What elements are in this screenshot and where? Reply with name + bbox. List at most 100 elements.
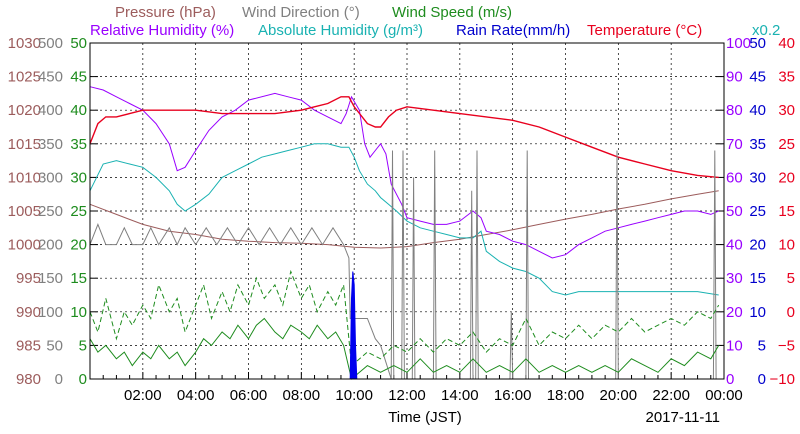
y-tick-label-rain: 50 (749, 35, 766, 52)
y-tick-label-temperature: 15 (778, 203, 795, 220)
y-tick-label-wind-speed: 5 (79, 337, 87, 354)
y-tick-label-temperature: 40 (778, 35, 795, 52)
x-axis-title: Time (JST) (388, 409, 462, 426)
y-tick-label-humidity: 30 (726, 270, 743, 287)
y-tick-label-rain: 10 (749, 304, 766, 321)
x-tick-label: 14:00 (441, 387, 479, 404)
date-label: 2017-11-11 (645, 409, 720, 426)
series-absolute-humidity-g-m (89, 143, 719, 296)
y-tick-label-pressure: 1020 (8, 102, 41, 119)
x-tick-label: 16:00 (494, 387, 532, 404)
y-tick-label-wind-speed: 20 (70, 237, 87, 254)
x-tick-label: 20:00 (600, 387, 638, 404)
y-tick-label-wind-speed: 10 (70, 304, 87, 321)
series-pressure-hpa (89, 190, 719, 249)
y-tick-label-pressure: 990 (16, 304, 41, 321)
y-tick-label-temperature: 25 (778, 136, 795, 153)
y-tick-label-pressure: 1025 (8, 69, 41, 86)
y-tick-label-pressure: 985 (16, 337, 41, 354)
x-tick-label: 08:00 (283, 387, 321, 404)
legend-absolute-humidity: Absolute Humidity (g/m³) (258, 22, 423, 39)
y-tick-label-pressure: 1015 (8, 136, 41, 153)
y-tick-label-temperature: 30 (778, 102, 795, 119)
y-tick-label-rain: 15 (749, 270, 766, 287)
y-tick-label-temperature: 20 (778, 169, 795, 186)
y-tick-label-wind-dir: 100 (38, 304, 63, 321)
series-layer (89, 86, 720, 380)
x-tick-label: 12:00 (388, 387, 426, 404)
y-tick-label-wind-dir: 450 (38, 69, 63, 86)
y-tick-label-wind-speed: 35 (70, 136, 87, 153)
legend-relative-humidity: Relative Humidity (%) (90, 22, 234, 39)
y-tick-label-pressure: 980 (16, 371, 41, 388)
y-tick-label-wind-dir: 150 (38, 270, 63, 287)
y-tick-label-humidity: 0 (726, 371, 734, 388)
x-tick-label: 04:00 (177, 387, 215, 404)
x-tick-label: 06:00 (230, 387, 268, 404)
y-tick-label-rain: 30 (749, 169, 766, 186)
y-tick-label-wind-speed: 50 (70, 35, 87, 52)
y-tick-label-wind-speed: 40 (70, 102, 87, 119)
legend-wind-speed: Wind Speed (m/s) (392, 4, 512, 21)
series-rain-rate-mm-h (349, 271, 358, 380)
y-tick-label-pressure: 1030 (8, 35, 41, 52)
x-tick-label: 18:00 (547, 387, 585, 404)
y-tick-label-pressure: 1010 (8, 169, 41, 186)
y-tick-label-wind-dir: 50 (46, 337, 63, 354)
y-tick-label-wind-dir: 200 (38, 237, 63, 254)
series-relative-humidity (89, 86, 719, 259)
y-tick-label-rain: 35 (749, 136, 766, 153)
y-tick-label-wind-speed: 0 (79, 371, 87, 388)
y-tick-label-wind-speed: 30 (70, 169, 87, 186)
y-tick-label-wind-dir: 250 (38, 203, 63, 220)
y-tick-label-wind-dir: 300 (38, 169, 63, 186)
series-wind-direction (89, 150, 717, 380)
y-tick-label-humidity: 80 (726, 102, 743, 119)
y-tick-label-humidity: 100 (726, 35, 751, 52)
y-axes: 1030102510201015101010051000995990985980… (8, 35, 795, 388)
y-tick-label-humidity: 10 (726, 337, 743, 354)
series-temperature-c (89, 96, 719, 179)
y-tick-label-wind-dir: 0 (55, 371, 63, 388)
y-tick-label-wind-dir: 500 (38, 35, 63, 52)
y-tick-label-humidity: 90 (726, 69, 743, 86)
x-tick-label: 10:00 (335, 387, 373, 404)
y-tick-label-temperature: 10 (778, 237, 795, 254)
legend-rain-rate: Rain Rate(mm/h) (456, 22, 570, 39)
y-tick-label-humidity: 20 (726, 304, 743, 321)
y-tick-label-rain: 0 (758, 371, 766, 388)
legend: Pressure (hPa) Wind Direction (°) Wind S… (90, 4, 780, 39)
y-tick-label-wind-speed: 15 (70, 270, 87, 287)
legend-temperature: Temperature (°C) (587, 22, 702, 39)
x-axis: 02:00 04:00 06:00 08:00 10:00 12:00 14:00 16:00… (89, 372, 743, 404)
y-tick-label-humidity: 60 (726, 169, 743, 186)
y-tick-label-rain: 5 (758, 337, 766, 354)
y-tick-label-temperature: −10 (770, 371, 795, 388)
y-tick-label-temperature: −5 (778, 337, 795, 354)
y-tick-label-pressure: 995 (16, 270, 41, 287)
y-tick-label-temperature: 5 (787, 270, 795, 287)
x-tick-label: 02:00 (124, 387, 162, 404)
y-tick-label-rain: 20 (749, 237, 766, 254)
y-tick-label-wind-speed: 45 (70, 69, 87, 86)
legend-pressure: Pressure (hPa) (115, 4, 216, 21)
y-tick-label-humidity: 40 (726, 237, 743, 254)
y-tick-label-temperature: 35 (778, 69, 795, 86)
y-tick-label-wind-speed: 25 (70, 203, 87, 220)
y-tick-label-rain: 45 (749, 69, 766, 86)
y-tick-label-wind-dir: 400 (38, 102, 63, 119)
legend-scale-note: x0.2 (752, 22, 780, 39)
y-tick-label-rain: 40 (749, 102, 766, 119)
y-tick-label-wind-dir: 350 (38, 136, 63, 153)
y-tick-label-rain: 25 (749, 203, 766, 220)
x-tick-label: 22:00 (652, 387, 690, 404)
y-tick-label-pressure: 1000 (8, 237, 41, 254)
y-tick-label-humidity: 50 (726, 203, 743, 220)
series-wind-speed-m-s (89, 317, 720, 380)
x-tick-label: 00:00 (705, 387, 743, 404)
y-tick-label-temperature: 0 (787, 304, 795, 321)
plot-frame (89, 42, 725, 380)
series-wind-speed-gust-m-s (89, 269, 720, 367)
y-tick-label-humidity: 70 (726, 136, 743, 153)
